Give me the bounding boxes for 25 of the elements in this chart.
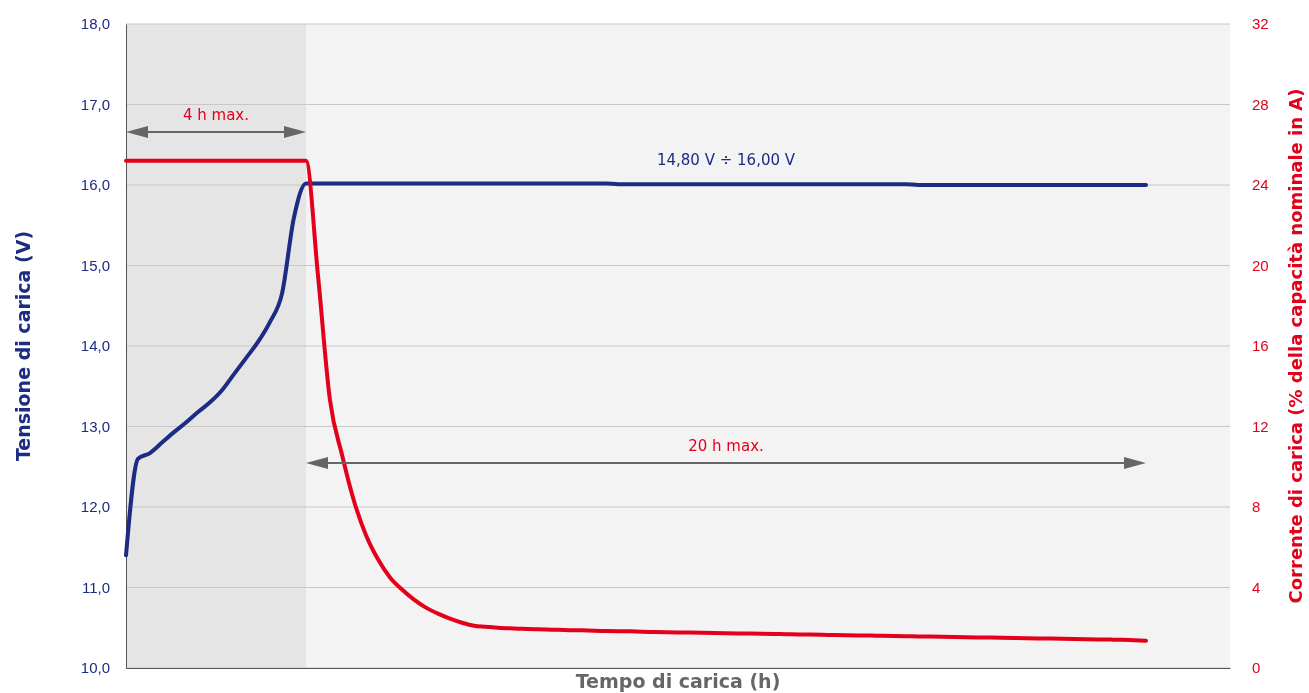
y2-tick-label: 24 xyxy=(1252,176,1269,194)
y2-tick-label: 16 xyxy=(1252,337,1269,355)
x-axis-title: Tempo di carica (h) xyxy=(575,670,781,692)
annotation: 4 h max. xyxy=(182,106,250,124)
y-tick-label: 17,0 xyxy=(80,95,110,113)
y-tick-label: 18,0 xyxy=(80,15,110,33)
y-tick-label: 11,0 xyxy=(81,578,110,596)
y-tick-label: 10,0 xyxy=(80,659,110,677)
y2-tick-label: 20 xyxy=(1252,256,1269,274)
line-series xyxy=(124,181,1148,558)
y2-tick-label: 4 xyxy=(1252,578,1261,596)
y2-tick-label: 12 xyxy=(1252,417,1269,435)
y-tick-label: 16,0 xyxy=(80,176,110,194)
y2-tick-label: 32 xyxy=(1252,15,1269,33)
y-tick-label: 12,0 xyxy=(80,498,110,516)
annotation: 14,80 V ÷ 16,00 V xyxy=(656,151,796,169)
y-tick-label: 13,0 xyxy=(80,417,110,435)
y-axis-title: Tensione di carica (V) xyxy=(12,230,34,462)
y2-tick-label: 8 xyxy=(1252,498,1261,516)
y-tick-label: 14,0 xyxy=(80,337,110,355)
y2-axis-title: Corrente di carica (% della capacità nominale in A) xyxy=(1285,88,1306,604)
y2-tick-label: 28 xyxy=(1252,95,1269,113)
y2-tick-label: 0 xyxy=(1252,659,1261,677)
y-tick-label: 15,0 xyxy=(80,256,110,274)
annotation: 20 h max. xyxy=(688,437,764,455)
